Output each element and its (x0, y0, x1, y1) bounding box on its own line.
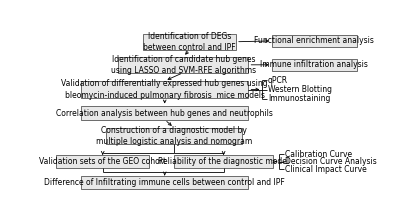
FancyBboxPatch shape (272, 35, 357, 47)
FancyBboxPatch shape (118, 57, 248, 73)
Text: Decision Curve Analysis: Decision Curve Analysis (285, 157, 377, 166)
FancyBboxPatch shape (81, 176, 248, 189)
FancyBboxPatch shape (143, 34, 236, 50)
Text: Validation of differentially expressed hub genes using
bleomycin-induced pulmona: Validation of differentially expressed h… (61, 79, 268, 100)
Text: Clinical Impact Curve: Clinical Impact Curve (285, 165, 367, 174)
FancyBboxPatch shape (106, 128, 242, 144)
Text: Western Blotting: Western Blotting (268, 85, 332, 94)
Text: Reliability of the diagnostic model: Reliability of the diagnostic model (158, 157, 289, 166)
Text: Correlation analysis between hub genes and neutrophils: Correlation analysis between hub genes a… (56, 108, 273, 117)
Text: Identification of candidate hub genes
using LASSO and SVM-RFE algorithms: Identification of candidate hub genes us… (111, 55, 256, 75)
FancyBboxPatch shape (56, 155, 149, 168)
Text: Construction of a diagnostic model by
multiple logistic analysis and nomogram: Construction of a diagnostic model by mu… (96, 126, 252, 146)
FancyBboxPatch shape (174, 155, 273, 168)
Text: Functional enrichment analysis: Functional enrichment analysis (254, 36, 374, 45)
Text: Validation sets of the GEO cohort: Validation sets of the GEO cohort (39, 157, 166, 166)
Text: Identification of DEGs
between control and IPF: Identification of DEGs between control a… (143, 32, 236, 52)
Text: Difference of Infiltrating immune cells between control and IPF: Difference of Infiltrating immune cells … (44, 178, 285, 187)
Text: Calibration Curve: Calibration Curve (285, 150, 352, 159)
FancyBboxPatch shape (81, 106, 248, 120)
FancyBboxPatch shape (81, 81, 248, 98)
FancyBboxPatch shape (272, 59, 357, 71)
Text: qPCR: qPCR (268, 76, 288, 85)
Text: Immune infiltration analysis: Immune infiltration analysis (260, 60, 368, 69)
Text: Immunostaining: Immunostaining (268, 94, 330, 103)
